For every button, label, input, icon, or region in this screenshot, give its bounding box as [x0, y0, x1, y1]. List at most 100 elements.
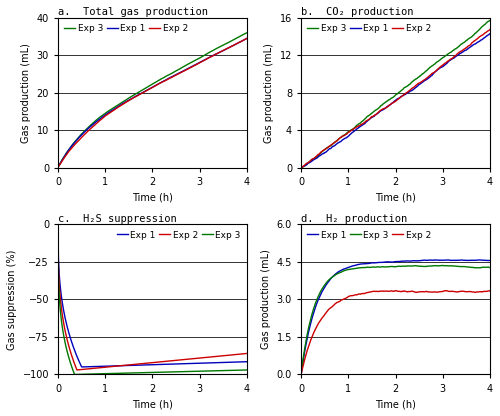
Exp 1	[244, 36, 250, 41]
Exp 3	[244, 30, 250, 35]
Exp 2	[146, 360, 152, 365]
Text: a.  Total gas production: a. Total gas production	[58, 7, 208, 17]
Exp 3	[72, 372, 78, 377]
Exp 3	[298, 372, 304, 377]
Exp 3	[440, 263, 446, 268]
Exp 3	[244, 367, 250, 372]
Exp 1	[389, 101, 395, 106]
Exp 1	[410, 87, 416, 92]
Exp 2	[168, 75, 173, 80]
X-axis label: Time (h): Time (h)	[375, 399, 416, 409]
Exp 3	[145, 84, 151, 89]
Exp 2	[411, 289, 417, 294]
Line: Exp 3: Exp 3	[301, 20, 490, 168]
Exp 1	[388, 102, 394, 106]
Y-axis label: Gas production (mL): Gas production (mL)	[21, 43, 31, 143]
Exp 1	[210, 360, 216, 365]
Legend: Exp 1, Exp 3, Exp 2: Exp 1, Exp 3, Exp 2	[306, 229, 433, 241]
Exp 1	[298, 166, 304, 171]
Exp 2	[55, 222, 61, 227]
Line: Exp 2: Exp 2	[58, 224, 247, 370]
Exp 2	[388, 102, 394, 107]
Exp 1	[240, 359, 246, 364]
Exp 3	[168, 72, 173, 77]
Exp 3	[487, 18, 493, 23]
Exp 1	[389, 260, 395, 265]
Exp 2	[298, 165, 304, 170]
Exp 1	[157, 80, 163, 85]
Line: Exp 2: Exp 2	[301, 291, 490, 374]
Exp 1	[400, 93, 406, 98]
Y-axis label: Gas production (mL): Gas production (mL)	[264, 43, 274, 143]
Exp 3	[240, 32, 246, 37]
Exp 3	[145, 370, 151, 375]
X-axis label: Time (h): Time (h)	[375, 193, 416, 203]
Line: Exp 1: Exp 1	[58, 38, 247, 167]
Line: Exp 3: Exp 3	[58, 33, 247, 167]
Exp 3	[210, 368, 216, 373]
Exp 2	[393, 288, 399, 293]
Exp 3	[168, 369, 174, 374]
Line: Exp 3: Exp 3	[301, 265, 490, 374]
Text: b.  CO₂ production: b. CO₂ production	[301, 7, 414, 17]
Exp 2	[157, 81, 163, 86]
Exp 1	[400, 259, 406, 264]
Exp 2	[389, 101, 395, 106]
Exp 3	[487, 265, 493, 270]
Line: Exp 1: Exp 1	[301, 34, 490, 168]
Exp 2	[55, 165, 61, 170]
Legend: Exp 3, Exp 1, Exp 2: Exp 3, Exp 1, Exp 2	[306, 22, 433, 35]
Exp 3	[298, 166, 304, 171]
Y-axis label: Gas production (mL): Gas production (mL)	[261, 250, 271, 349]
Exp 3	[410, 263, 416, 268]
Exp 2	[158, 359, 164, 364]
Exp 2	[410, 85, 416, 90]
Line: Exp 2: Exp 2	[301, 30, 490, 168]
Exp 1	[410, 258, 416, 263]
Exp 1	[55, 222, 61, 227]
Exp 2	[388, 288, 394, 293]
Exp 1	[146, 362, 152, 367]
X-axis label: Time (h): Time (h)	[132, 399, 173, 409]
Exp 1	[55, 164, 61, 169]
Exp 3	[483, 265, 489, 270]
Exp 1	[168, 75, 173, 80]
Exp 1	[145, 362, 151, 367]
Legend: Exp 1, Exp 2, Exp 3: Exp 1, Exp 2, Exp 3	[115, 229, 242, 241]
Exp 2	[487, 288, 493, 293]
Exp 2	[145, 361, 151, 366]
Exp 1	[487, 258, 493, 263]
Line: Exp 1: Exp 1	[58, 224, 247, 367]
Exp 1	[210, 53, 216, 58]
X-axis label: Time (h): Time (h)	[132, 193, 173, 203]
Exp 2	[74, 367, 80, 372]
Exp 1	[244, 359, 250, 364]
Exp 1	[146, 87, 152, 92]
Exp 3	[389, 95, 395, 100]
Exp 1	[482, 35, 488, 40]
Line: Exp 3: Exp 3	[58, 224, 247, 374]
Exp 1	[145, 87, 151, 92]
Exp 1	[453, 54, 459, 59]
Exp 3	[453, 46, 459, 51]
Exp 2	[400, 288, 406, 293]
Exp 3	[388, 96, 394, 101]
Exp 2	[454, 290, 460, 295]
Exp 3	[55, 222, 61, 227]
Exp 3	[400, 87, 406, 92]
Exp 2	[487, 27, 493, 32]
Exp 2	[240, 352, 246, 357]
Exp 2	[210, 53, 216, 58]
Exp 1	[388, 260, 394, 265]
Exp 1	[476, 258, 482, 262]
Text: c.  H₂S suppression: c. H₂S suppression	[58, 213, 177, 223]
Exp 2	[210, 354, 216, 359]
Exp 2	[244, 36, 250, 41]
Exp 3	[55, 165, 61, 170]
Exp 2	[145, 87, 151, 92]
Text: d.  H₂ production: d. H₂ production	[301, 213, 408, 223]
Exp 1	[158, 362, 164, 367]
Exp 3	[410, 78, 416, 83]
Exp 2	[298, 372, 304, 377]
Exp 3	[482, 21, 488, 26]
